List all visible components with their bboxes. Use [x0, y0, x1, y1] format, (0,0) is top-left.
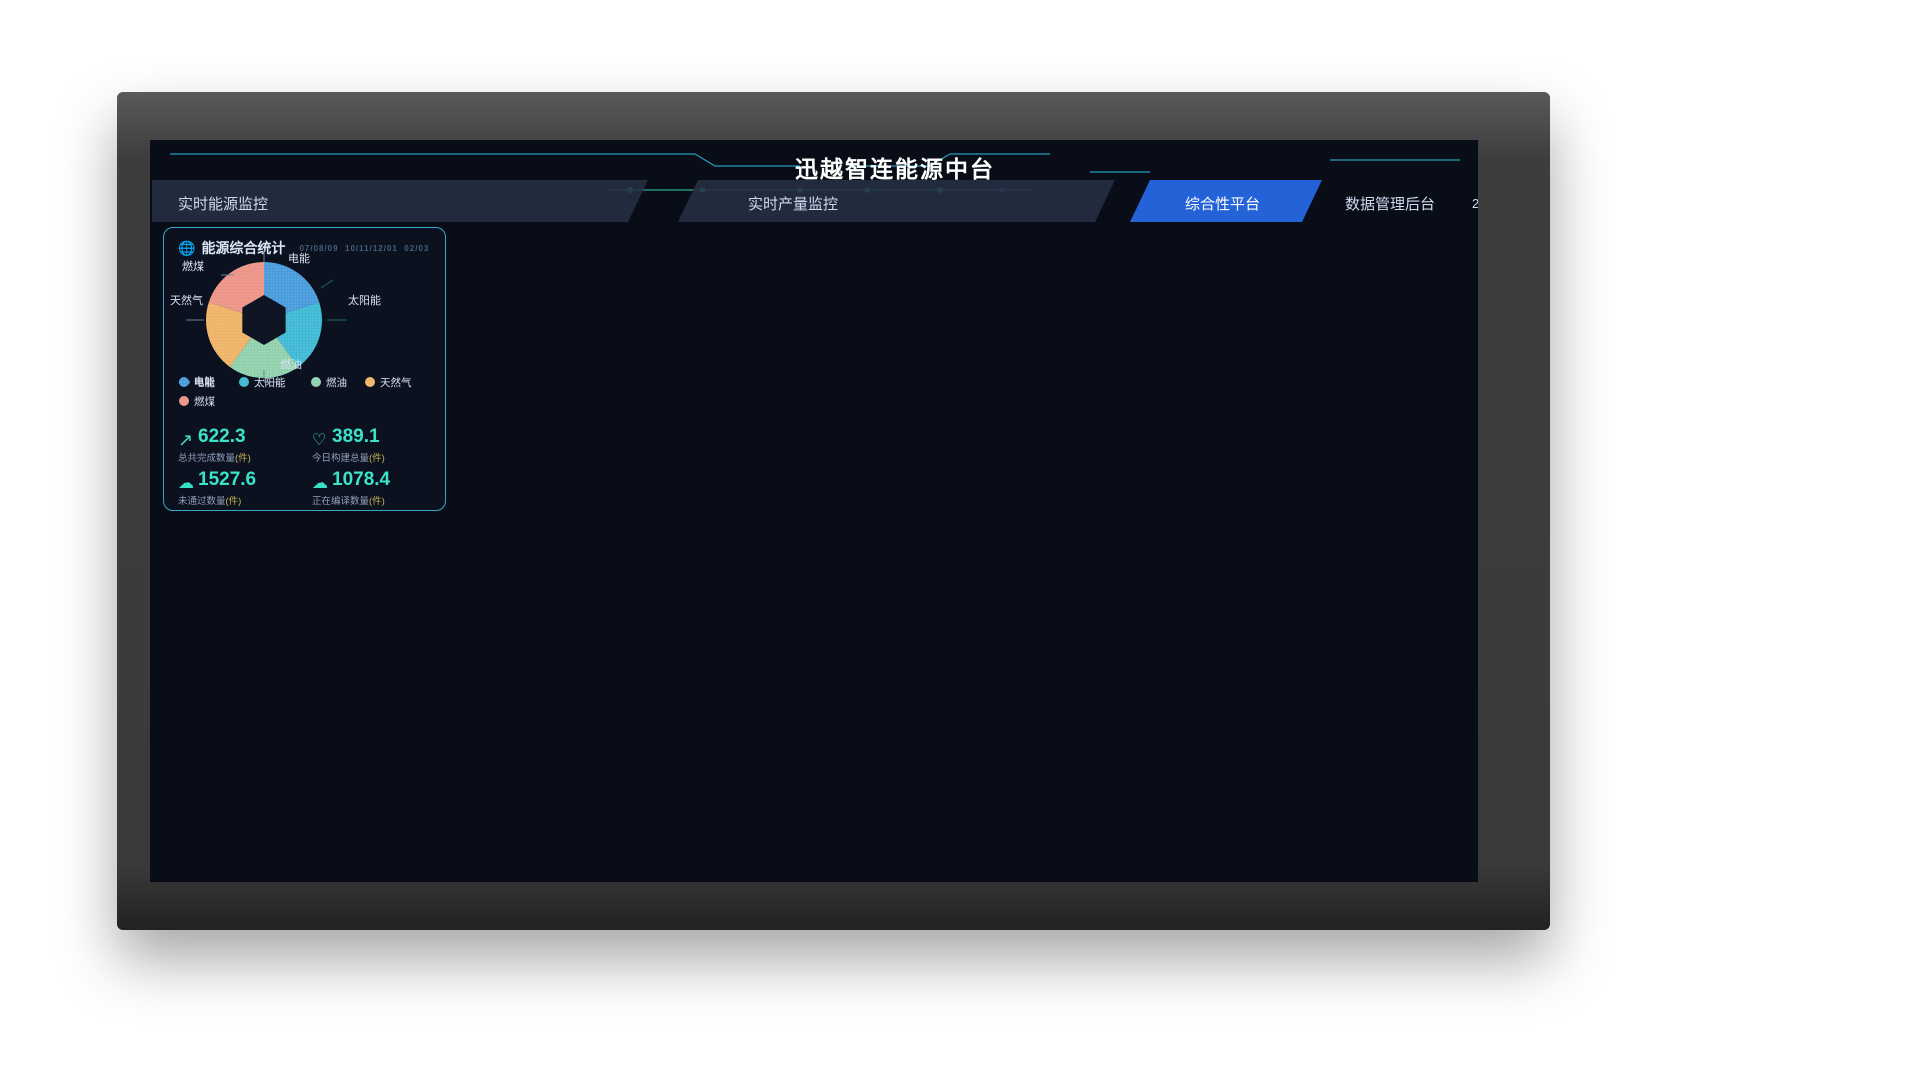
svg-text:太阳能: 太阳能: [254, 376, 286, 389]
svg-text:天然气: 天然气: [380, 376, 412, 389]
svg-text:燃煤: 燃煤: [194, 395, 215, 408]
svg-text:电能: 电能: [194, 376, 215, 389]
svg-text:燃油: 燃油: [326, 376, 347, 389]
